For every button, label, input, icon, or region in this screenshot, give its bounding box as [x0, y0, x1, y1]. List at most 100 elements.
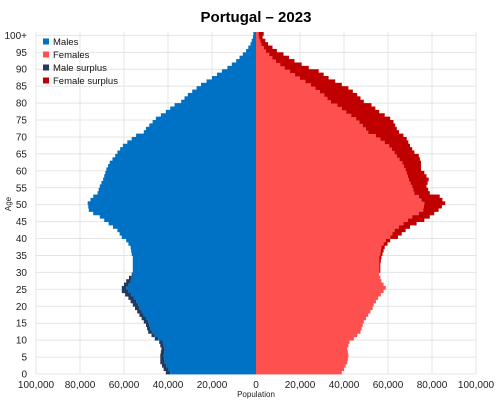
bar-male — [143, 313, 256, 317]
bar-female — [256, 72, 296, 77]
bar-female — [256, 133, 376, 138]
bar-male — [250, 42, 256, 46]
bar-female-surplus — [383, 241, 388, 246]
bar-male — [174, 103, 256, 107]
bar-female — [256, 282, 384, 287]
bar-male — [170, 370, 256, 375]
bar-male — [119, 231, 256, 236]
bar-female-surplus — [384, 140, 409, 145]
bar-female — [256, 363, 346, 368]
bar-female — [256, 296, 379, 300]
bar-male-surplus — [121, 289, 129, 294]
chart-title: Portugal – 2023 — [201, 9, 312, 26]
bar-male — [148, 319, 256, 324]
bar-male — [108, 164, 256, 168]
bar-female-surplus — [396, 153, 419, 158]
bar-male — [165, 109, 256, 114]
bar-female — [256, 157, 400, 162]
bar-female-surplus — [394, 150, 415, 155]
y-tick-label: 60 — [16, 166, 28, 177]
y-tick-label: 65 — [16, 149, 28, 160]
bar-female — [256, 208, 424, 212]
bar-male-surplus — [163, 367, 168, 372]
bar-male — [201, 82, 256, 87]
legend-label-female-surplus: Female surplus — [53, 76, 118, 87]
bar-female — [256, 204, 424, 209]
bar-female-surplus — [356, 116, 391, 121]
bar-female — [256, 160, 403, 165]
bar-female — [256, 235, 391, 239]
bar-male-surplus — [160, 350, 165, 355]
bar-male — [132, 265, 256, 270]
bar-male — [98, 187, 256, 192]
bar-male — [103, 177, 256, 182]
bar-male — [132, 269, 256, 273]
bar-male — [126, 285, 256, 290]
bar-female — [256, 184, 413, 189]
bar-female — [256, 150, 395, 155]
y-tick-label: 55 — [16, 183, 28, 194]
bar-male — [231, 62, 256, 67]
bar-female-surplus — [413, 187, 429, 192]
bar-male — [132, 258, 256, 263]
bar-male — [163, 343, 256, 348]
bar-male — [121, 235, 256, 239]
bar-female — [256, 59, 276, 63]
bar-female — [256, 52, 270, 57]
y-tick-label: 70 — [16, 132, 28, 143]
bar-male — [109, 160, 256, 165]
bar-male — [117, 150, 257, 155]
bar-female — [256, 99, 331, 104]
bar-female — [256, 180, 411, 185]
bar-male — [130, 245, 256, 250]
bar-female — [256, 248, 381, 253]
bar-female-surplus — [272, 55, 289, 60]
x-tick-label: 40,000 — [153, 380, 184, 391]
bar-male-surplus — [135, 306, 140, 311]
bar-female — [256, 367, 344, 372]
bar-female-surplus — [259, 35, 263, 40]
bar-female-surplus — [408, 177, 429, 182]
bar-female-surplus — [305, 79, 336, 84]
y-tick-label: 25 — [16, 285, 28, 296]
bar-male-surplus — [128, 275, 132, 280]
bar-female-surplus — [300, 76, 329, 80]
bar-female-surplus — [258, 32, 264, 36]
bar-male — [164, 346, 256, 351]
bar-male — [88, 204, 256, 209]
bar-male — [113, 225, 256, 229]
bar-female — [256, 265, 380, 270]
bar-female-surplus — [375, 133, 404, 138]
bar-male — [168, 367, 256, 372]
bar-female-surplus — [418, 194, 440, 199]
bar-female-surplus — [389, 143, 410, 148]
bar-female — [256, 323, 363, 327]
bar-female — [256, 89, 320, 94]
bar-male-surplus — [125, 292, 132, 297]
bar-female-surplus — [392, 231, 402, 236]
legend-swatch-females — [43, 51, 49, 58]
bar-male — [97, 191, 256, 195]
bar-female — [256, 211, 419, 216]
bar-female — [256, 316, 366, 321]
bar-female — [256, 258, 380, 263]
bar-female — [256, 109, 347, 114]
bar-male-surplus — [165, 370, 171, 375]
bar-male — [152, 120, 256, 124]
x-tick-label: 60,000 — [373, 380, 404, 391]
bar-male — [136, 133, 256, 138]
bar-female — [256, 299, 376, 304]
bar-male — [132, 255, 256, 260]
bar-male-surplus — [128, 296, 134, 300]
bar-male — [128, 241, 256, 246]
bar-male — [108, 221, 256, 226]
bar-female — [256, 86, 316, 90]
bar-male-surplus — [147, 326, 151, 331]
bar-female — [256, 153, 397, 158]
bar-male — [196, 86, 256, 90]
bar-male-surplus — [137, 309, 142, 314]
bar-male — [164, 360, 256, 365]
bar-male — [130, 279, 256, 283]
y-tick-label: 20 — [16, 302, 28, 313]
bar-male-surplus — [160, 357, 165, 361]
